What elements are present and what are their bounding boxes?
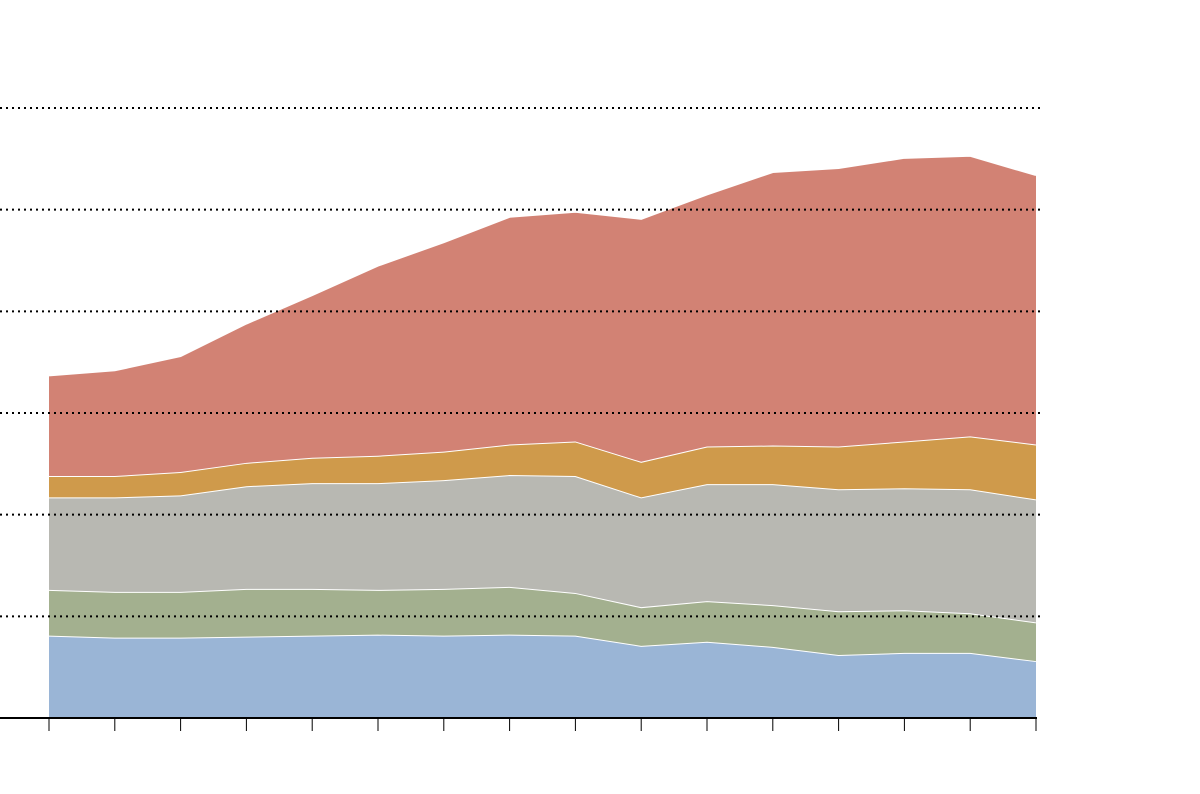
area-edge xyxy=(48,154,1037,377)
area xyxy=(49,436,1036,500)
area xyxy=(49,634,1036,718)
area xyxy=(49,155,1036,477)
area-edge xyxy=(49,435,1037,478)
area xyxy=(49,475,1036,623)
area xyxy=(49,586,1036,662)
